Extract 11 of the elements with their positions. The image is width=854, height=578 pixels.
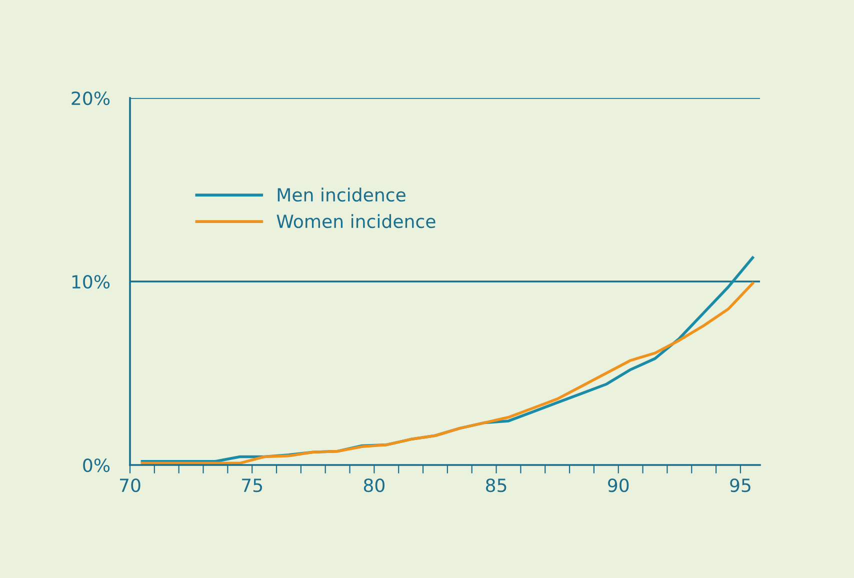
y-tick-label: 0%	[83, 458, 110, 472]
x-tick-label: 85	[486, 478, 506, 492]
y-tick-label: 20%	[72, 91, 110, 106]
legend-label: Women incidence	[276, 214, 436, 228]
legend-label: Men incidence	[278, 188, 406, 202]
x-tick-label: 80	[364, 478, 384, 492]
x-tick-label: 75	[242, 478, 262, 492]
x-tick-label: 95	[730, 478, 750, 492]
x-tick-label: 70	[120, 478, 140, 492]
y-tick-label: 10%	[72, 274, 110, 289]
x-tick-label: 90	[608, 478, 629, 492]
